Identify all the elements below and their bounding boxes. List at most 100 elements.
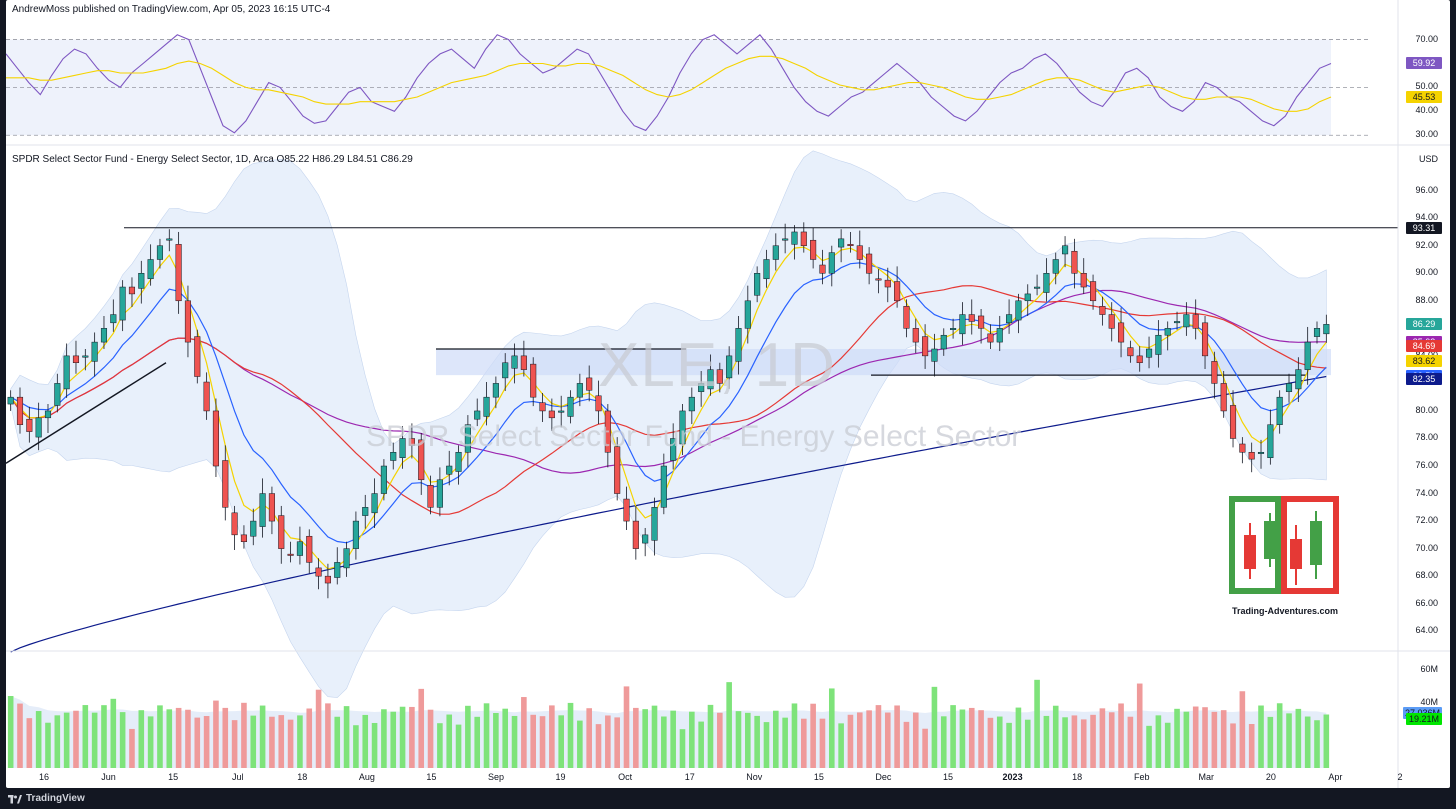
volume-bar-up [567, 702, 574, 768]
volume-bar-up [1024, 719, 1031, 768]
volume-bar-up [119, 712, 126, 768]
candle-up [1285, 383, 1293, 392]
candle-down [520, 355, 527, 370]
chart-area[interactable]: AndrewMoss published on TradingView.com,… [6, 0, 1450, 788]
volume-bar-up [334, 716, 341, 768]
volume-bar-up [689, 711, 695, 768]
x-tick-label: Sep [487, 772, 505, 782]
candle-up [436, 479, 443, 508]
candle-down [26, 418, 33, 432]
volume-bar-down [306, 708, 313, 768]
candle-up [772, 245, 779, 260]
volume-bar-down [1108, 712, 1115, 768]
rsi-last-value: 59.92 [1406, 57, 1442, 70]
price-tick-label: 92.00 [1415, 239, 1438, 250]
volume-bar-up [7, 696, 14, 768]
volume-bar-up [63, 712, 70, 768]
volume-bar-up [1062, 717, 1068, 768]
candle-up [35, 417, 42, 438]
volume-bar-down [73, 710, 79, 768]
x-tick-label: Mar [1198, 772, 1215, 782]
candle-up [1145, 348, 1153, 358]
volume-bar-up [838, 723, 844, 768]
candle-up [567, 396, 574, 417]
volume-bar-up [558, 715, 564, 768]
candle-down [1211, 361, 1218, 384]
candle-down [16, 396, 24, 425]
volume-bar-up [773, 710, 779, 768]
x-tick-label: Oct [618, 772, 633, 782]
volume-bar-down [129, 728, 135, 768]
volume-bar-up [791, 703, 798, 768]
volume-panel [7, 679, 1330, 768]
volume-bar-up [353, 725, 359, 768]
candle-up [642, 534, 649, 544]
price-last-label: 82.35 [1406, 372, 1442, 385]
candle-up [838, 238, 845, 248]
currency-label: USD [1418, 154, 1438, 164]
x-tick-label: Apr [1328, 772, 1343, 782]
candle-down [922, 336, 929, 357]
candle-down [586, 377, 593, 391]
x-tick-label: 15 [942, 772, 954, 782]
bollinger-band [10, 150, 1327, 698]
volume-bar-down [586, 708, 592, 768]
candle-up [959, 314, 966, 335]
volume-bar-up [1323, 714, 1330, 768]
candle-up [44, 410, 52, 419]
candle-down [194, 336, 201, 377]
volume-bar-up [1276, 703, 1283, 768]
candle-down [912, 328, 919, 343]
candle-down [1192, 314, 1199, 329]
chart-canvas[interactable] [6, 0, 1450, 788]
candle-down [847, 244, 854, 246]
volume-bar-down [521, 697, 527, 768]
candle-up [352, 520, 359, 549]
volume-bar-down [595, 724, 602, 768]
price-tick-label: 76.00 [1415, 460, 1438, 470]
price-panel [6, 150, 1398, 698]
price-tick-label: 80.00 [1415, 404, 1438, 415]
price-tick-label: 84.00 [1415, 350, 1438, 360]
candle-down [903, 306, 910, 329]
volume-bar-down [231, 720, 238, 768]
volume-bar-up [1286, 713, 1292, 768]
volume-bar-up [735, 711, 742, 768]
candle-up [1043, 273, 1050, 293]
volume-bar-down [875, 705, 882, 768]
volume-bar-down [409, 706, 415, 768]
candle-down [595, 395, 602, 412]
watermark-symbol: XLE, 1D [598, 331, 836, 400]
x-tick-label: 15 [426, 772, 437, 782]
candle-down [604, 410, 611, 453]
candle-down [418, 439, 425, 481]
volume-bar-down [922, 728, 928, 768]
candle-up [744, 300, 751, 329]
volume-bar-up [465, 705, 471, 768]
rsi-ma-line [6, 55, 1332, 112]
volume-bar-up [511, 715, 518, 768]
price-last-label: 86.29 [1406, 318, 1442, 331]
volume-bar-up [1146, 725, 1152, 768]
volume-bar-up [642, 709, 648, 768]
volume-bar-down [903, 721, 910, 768]
volume-bar-up [437, 723, 443, 768]
volume-bar-down [1127, 716, 1134, 768]
candle-up [791, 231, 798, 245]
ma-yellow-line [10, 246, 1327, 570]
candle-up [1276, 396, 1283, 425]
candle-up [100, 328, 108, 343]
candle-up [1052, 259, 1059, 274]
volume-bar-up [1034, 679, 1040, 768]
price-last-label: 83.62 [1406, 355, 1442, 368]
candle-up [63, 355, 70, 390]
candle-down [968, 314, 975, 322]
volume-bar-up [996, 716, 1003, 768]
volume-bar-up [390, 711, 397, 768]
candle-down [548, 410, 555, 419]
candle-up [763, 259, 770, 280]
volume-bar-down [1136, 683, 1143, 768]
symbol-legend[interactable]: SPDR Select Sector Fund - Energy Select … [12, 154, 413, 165]
candle-up [670, 438, 677, 461]
tradingview-logo-icon [8, 795, 22, 804]
